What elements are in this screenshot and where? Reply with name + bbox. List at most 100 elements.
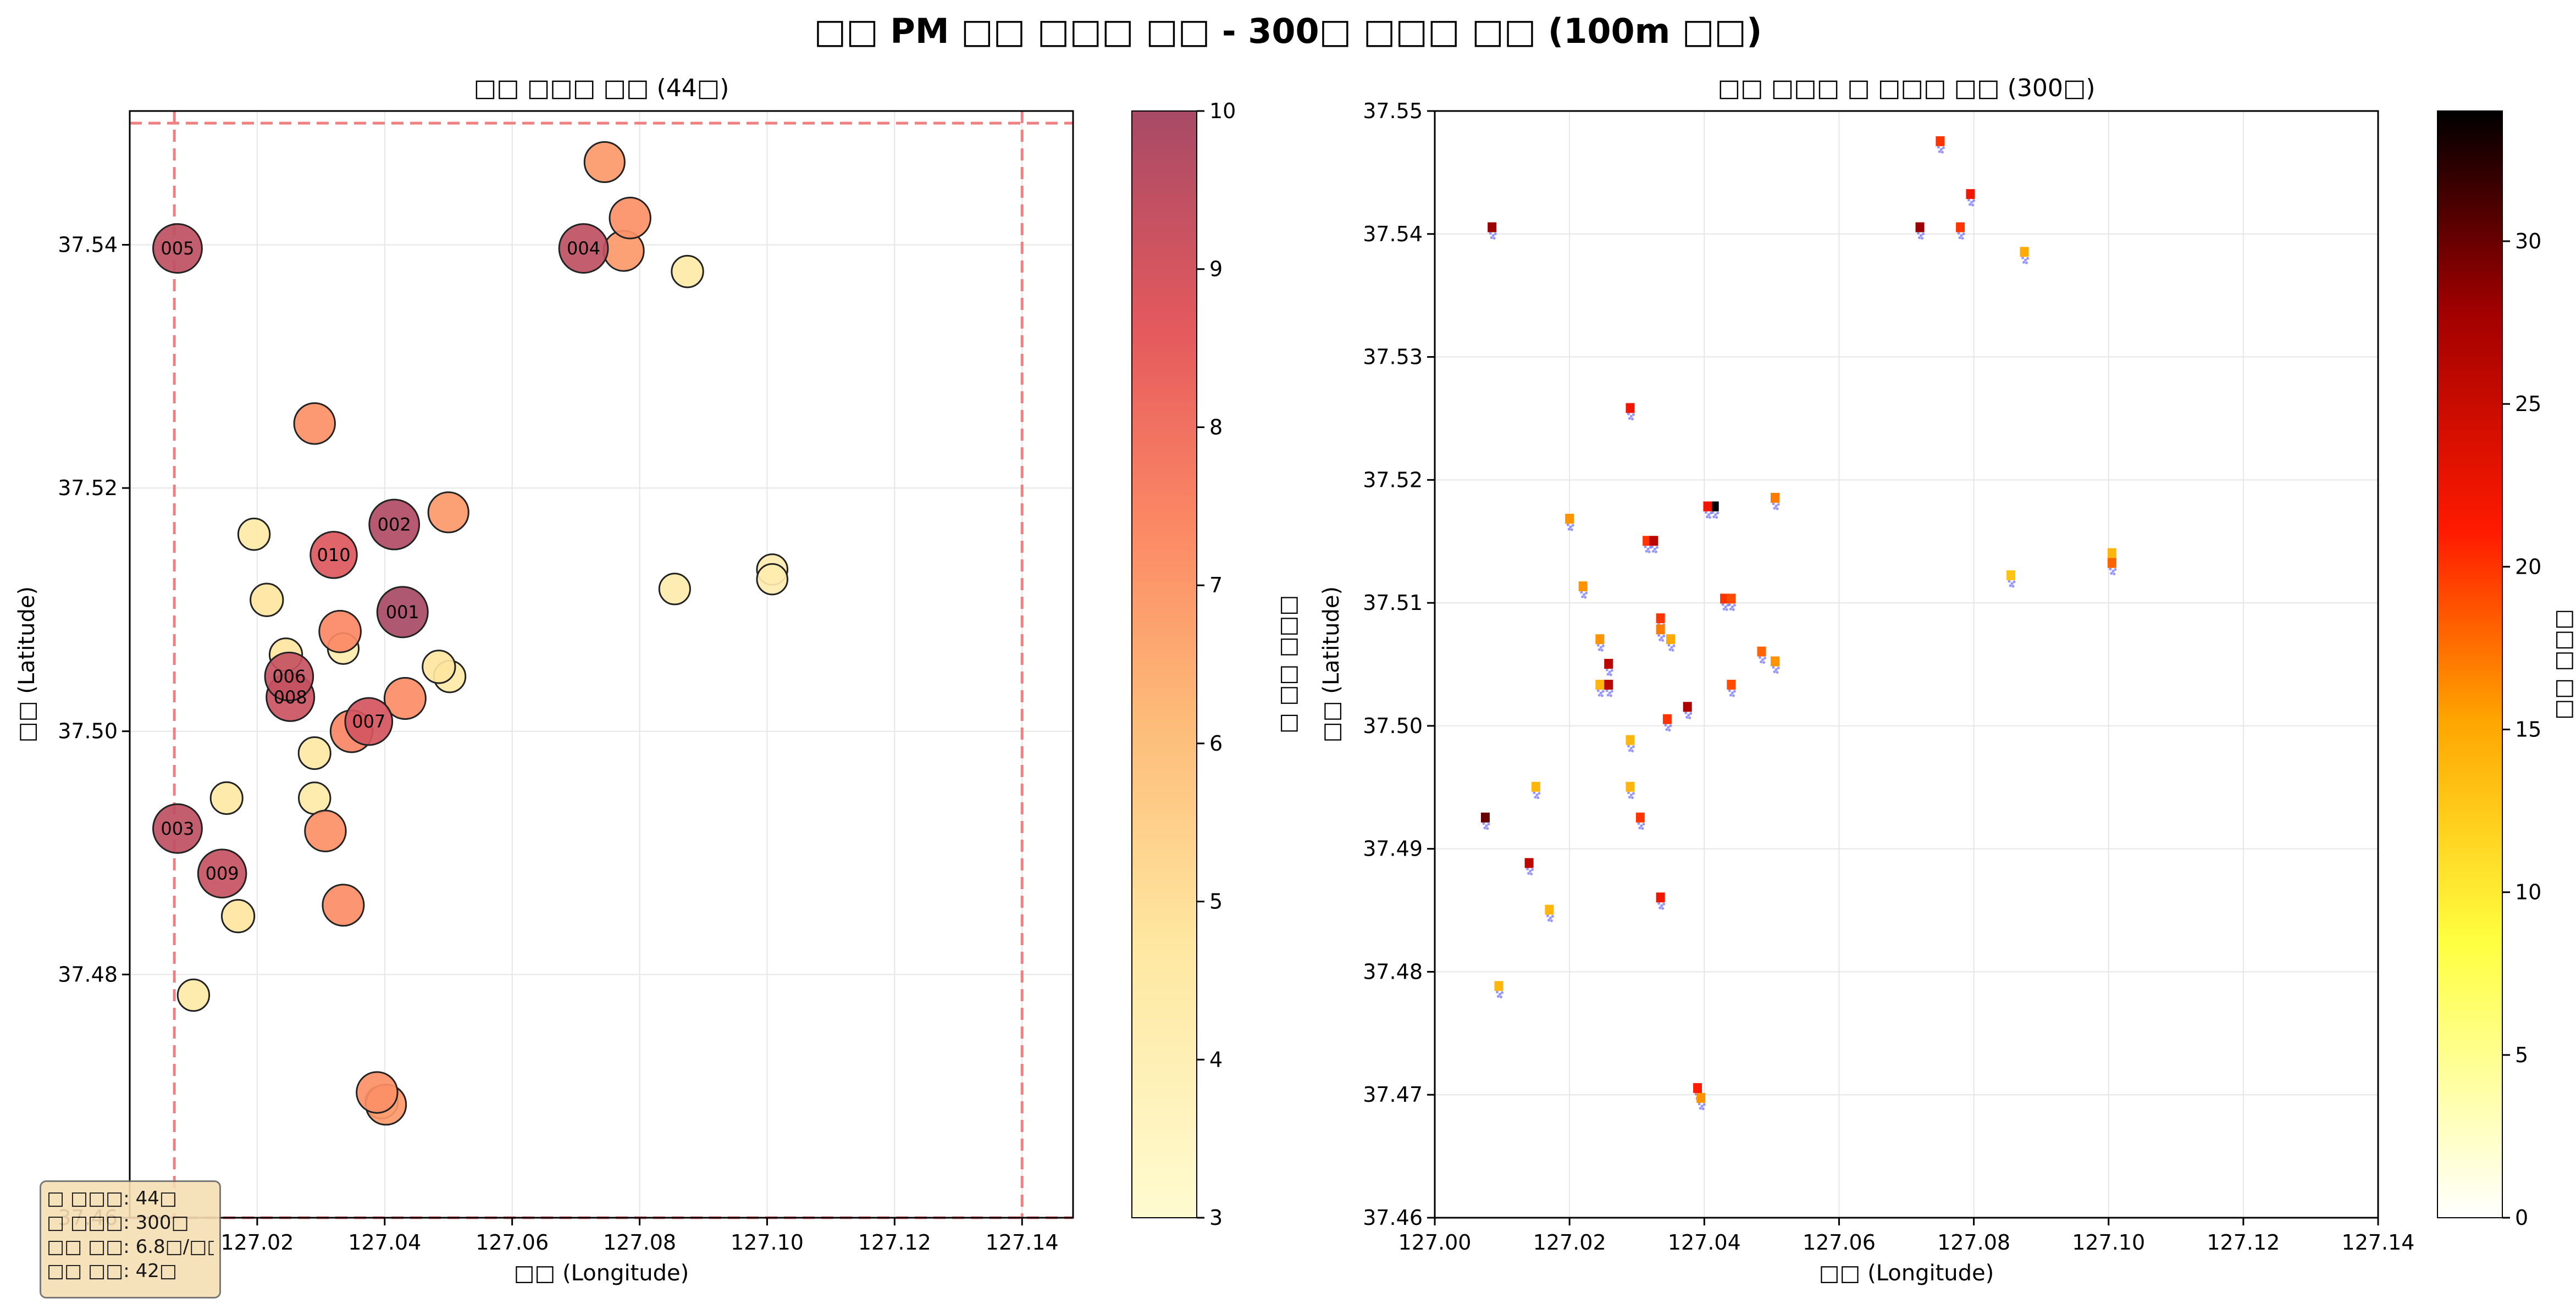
right-x-tick-label: 127.02	[1533, 1230, 1606, 1255]
heat-cell	[1656, 624, 1665, 635]
pm-dot	[1662, 634, 1666, 637]
pm-dot	[1707, 513, 1710, 517]
pm-dot	[1629, 747, 1633, 750]
pm-dot	[1971, 203, 1974, 207]
pm-dot	[1538, 792, 1541, 795]
pm-dot	[1487, 823, 1490, 826]
pm-dot	[1684, 711, 1688, 714]
right-x-axis-label: □□ (Longitude)	[1819, 1261, 1994, 1286]
left-colorbar-label: □□□ □□ □	[1278, 595, 1303, 734]
left-x-tick-label: 127.10	[731, 1230, 804, 1255]
pm-dot	[1921, 237, 1924, 240]
pm-dot	[1939, 148, 1943, 151]
right-y-tick-label: 37.53	[1363, 345, 1423, 369]
pm-dot	[1600, 648, 1604, 652]
pm-dot	[1492, 237, 1496, 240]
pm-dot	[1533, 791, 1536, 795]
pm-dot	[1659, 906, 1662, 909]
point-label: 009	[206, 863, 239, 884]
right-colorbar-tick-label: 15	[2515, 717, 2541, 741]
scatter-point	[297, 736, 331, 770]
pm-dot	[1490, 236, 1493, 240]
pm-dot	[1716, 512, 1720, 515]
heat-cell	[1727, 680, 1736, 690]
pm-dot	[1701, 1107, 1705, 1111]
left-x-tick-label: 127.06	[476, 1230, 549, 1255]
pm-dot	[1627, 745, 1630, 748]
pm-dot	[1714, 513, 1717, 517]
pm-dot	[1628, 796, 1631, 799]
pm-dot	[2114, 568, 2117, 571]
pm-dot	[1670, 646, 1673, 649]
pm-dot	[1661, 907, 1665, 910]
pm-dot	[1732, 694, 1735, 697]
scatter-point	[671, 254, 704, 288]
pm-dot	[1498, 992, 1501, 996]
pm-dot	[1918, 236, 1921, 240]
pm-dot	[1669, 724, 1672, 728]
point-label: 008	[274, 687, 307, 708]
right-y-tick-label: 37.49	[1363, 837, 1423, 861]
pm-dot	[1657, 902, 1661, 905]
pm-dot	[1606, 693, 1610, 697]
pm-dot	[1775, 668, 1778, 672]
scatter-point	[322, 884, 365, 927]
pm-dot	[1968, 203, 1971, 206]
left-x-tick-label: 127.04	[348, 1230, 421, 1255]
scatter-point	[422, 650, 456, 684]
heat-cell	[1643, 536, 1652, 546]
pm-dot	[1495, 990, 1499, 994]
left-colorbar-tick-label: 10	[1209, 99, 1236, 123]
pm-dot	[1600, 694, 1604, 697]
pm-dot	[1551, 915, 1554, 918]
point-label: 003	[161, 818, 194, 839]
pm-dot	[1689, 712, 1693, 715]
pm-dot	[1938, 150, 1941, 153]
heat-cell	[1936, 136, 1945, 146]
pm-dot	[1917, 232, 1920, 235]
heat-cell	[1635, 812, 1645, 823]
pm-dot	[1728, 689, 1731, 692]
pm-dot	[1597, 693, 1601, 697]
pm-dot	[1580, 591, 1583, 594]
pm-dot	[1489, 232, 1492, 235]
right-x-tick-label: 127.12	[2207, 1230, 2280, 1255]
left-x-axis-label: □□ (Longitude)	[514, 1261, 689, 1286]
pm-dot	[1496, 995, 1500, 998]
heat-cell	[1545, 905, 1554, 915]
scatter-point	[368, 498, 421, 551]
right-y-tick-label: 37.50	[1363, 714, 1423, 738]
heat-cell	[1626, 403, 1635, 413]
heat-cell	[1488, 222, 1497, 232]
scatter-point	[293, 402, 336, 445]
pm-dot	[1534, 796, 1537, 799]
right-grid	[1434, 110, 2379, 1218]
pm-dot	[1937, 146, 1940, 149]
pm-dot	[1671, 648, 1674, 652]
pm-dot	[1722, 607, 1726, 611]
scatter-point	[176, 978, 211, 1012]
pm-dot	[1596, 689, 1600, 692]
scatter-point	[152, 803, 203, 854]
left-colorbar-ticks: 3 4 5 6 7 8 9 10	[1197, 99, 1236, 1230]
pm-dot	[1725, 608, 1728, 611]
heat-cell	[2006, 570, 2015, 580]
pm-dot	[1957, 232, 1960, 235]
pm-dot	[1531, 868, 1534, 872]
pm-dot	[2110, 572, 2113, 575]
pm-dot	[1772, 502, 1775, 506]
heat-cell	[1696, 1092, 1706, 1103]
pm-dot	[2113, 573, 2116, 576]
pm-dot	[1499, 995, 1502, 998]
pm-dot	[1536, 796, 1540, 800]
pm-dot	[2008, 580, 2011, 583]
pm-dot	[1775, 504, 1778, 508]
right-y-tick-label: 37.46	[1363, 1206, 1423, 1230]
pm-dot	[1601, 644, 1605, 647]
pm-dot	[1610, 669, 1613, 672]
point-label: 005	[161, 238, 194, 259]
heat-cell	[1770, 656, 1779, 667]
scatter-point	[609, 197, 651, 240]
left-chart-title: □□ □□□ □□ (44□)	[474, 74, 729, 102]
